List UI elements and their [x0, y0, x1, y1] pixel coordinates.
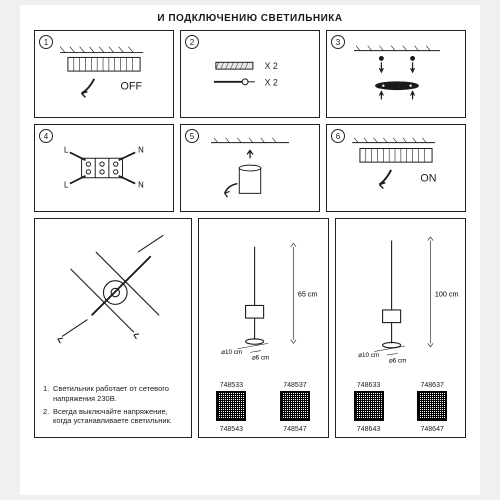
svg-text:⌀6 cm: ⌀6 cm [389, 357, 406, 364]
step-3-diagram [331, 35, 461, 113]
svg-text:L: L [64, 181, 69, 190]
note-num: 1. [43, 384, 53, 404]
panel-lamp-b: 100 cm ⌀10 cm ⌀6 cm 748633 748637 748643… [335, 218, 466, 438]
product: 748537 [268, 382, 322, 422]
svg-text:65 cm: 65 cm [297, 289, 317, 298]
step-6: 6 [326, 124, 466, 212]
product: 748533 [205, 382, 259, 422]
svg-text:N: N [138, 181, 144, 190]
step-2-diagram: X 2 X 2 [185, 35, 315, 113]
step-6-diagram: ON [331, 129, 461, 207]
qr-code [354, 391, 384, 421]
svg-text:⌀10 cm: ⌀10 cm [221, 349, 242, 356]
product: 748643 [342, 426, 396, 433]
step-1-diagram: OFF [39, 35, 169, 113]
note-2: 2. Всегда выключайте напряжение, когда у… [43, 407, 183, 427]
step-number: 3 [331, 35, 345, 49]
svg-text:X 2: X 2 [265, 78, 278, 88]
product-grid-a: 748533 748537 748543 748547 [205, 382, 322, 433]
product-grid-b: 748633 748637 748643 748647 [342, 382, 459, 433]
steps-grid: 1 [34, 30, 466, 212]
product: 748647 [405, 426, 459, 433]
qr-code [280, 391, 310, 421]
step-5: 5 [180, 124, 320, 212]
step-3: 3 [326, 30, 466, 118]
middle-row: 1. Светильник работает от сетевого напря… [34, 218, 466, 438]
step-number: 5 [185, 129, 199, 143]
page-title: И ПОДКЛЮЧЕНИЮ СВЕТИЛЬНИКА [34, 13, 466, 24]
product: 748547 [268, 426, 322, 433]
svg-text:L: L [64, 145, 69, 154]
svg-text:100 cm: 100 cm [435, 289, 459, 298]
product: 748637 [405, 382, 459, 422]
step-5-diagram [185, 129, 315, 207]
step-number: 4 [39, 129, 53, 143]
panel-installation: 1. Светильник работает от сетевого напря… [34, 218, 192, 438]
svg-text:ON: ON [420, 173, 436, 185]
qr-code [417, 391, 447, 421]
svg-text:X 2: X 2 [265, 61, 278, 71]
note-num: 2. [43, 407, 53, 427]
step-4-diagram: L L N N [39, 129, 169, 207]
step-number: 6 [331, 129, 345, 143]
note-1: 1. Светильник работает от сетевого напря… [43, 384, 183, 404]
step-1: 1 [34, 30, 174, 118]
note-text: Светильник работает от сетевого напряжен… [53, 384, 183, 404]
svg-text:⌀6 cm: ⌀6 cm [251, 355, 268, 362]
svg-text:OFF: OFF [121, 81, 143, 93]
step-4: 4 L L N N [34, 124, 174, 212]
step-number: 2 [185, 35, 199, 49]
step-number: 1 [39, 35, 53, 49]
qr-code [216, 391, 246, 421]
instruction-page: И ПОДКЛЮЧЕНИЮ СВЕТИЛЬНИКА 1 [20, 5, 480, 495]
panel-lamp-a: 65 cm ⌀10 cm ⌀6 cm 748533 748537 748543 … [198, 218, 329, 438]
svg-text:N: N [138, 145, 144, 154]
svg-text:⌀10 cm: ⌀10 cm [358, 352, 379, 359]
product: 748543 [205, 426, 259, 433]
note-text: Всегда выключайте напряжение, когда уста… [53, 407, 183, 427]
product: 748633 [342, 382, 396, 422]
notes-block: 1. Светильник работает от сетевого напря… [39, 380, 187, 433]
step-2: 2 X 2 X 2 [180, 30, 320, 118]
